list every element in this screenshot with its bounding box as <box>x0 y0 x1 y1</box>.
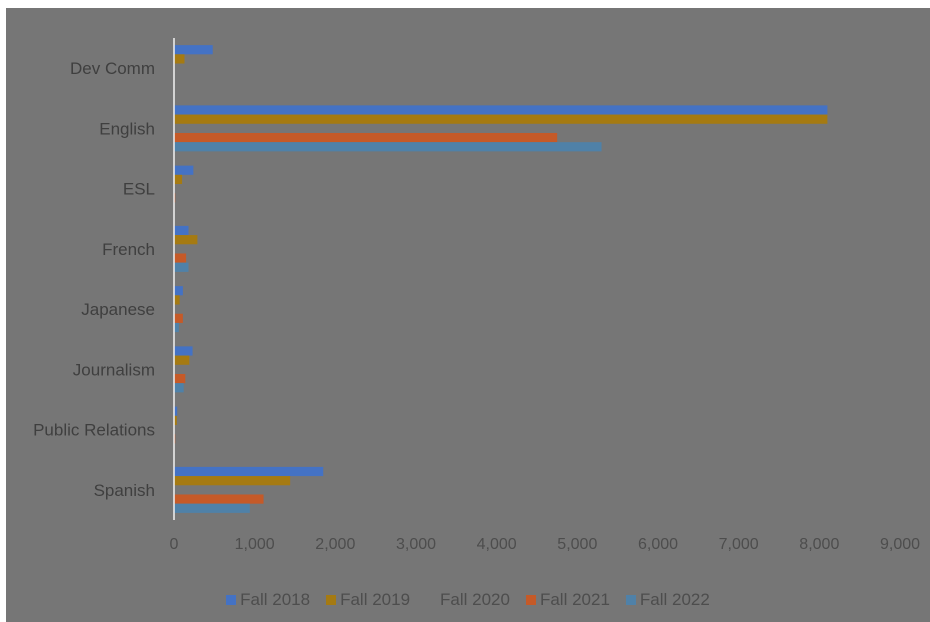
category-label: Japanese <box>81 300 155 319</box>
bar-journalism-fall-2018 <box>174 346 193 356</box>
x-tick-label: 2,000 <box>315 536 355 553</box>
legend-swatch <box>326 595 337 605</box>
category-label: English <box>99 119 155 138</box>
legend-swatch <box>525 595 536 605</box>
bar-japanese-fall-2022 <box>174 322 179 333</box>
bar-french-fall-2019 <box>174 235 198 245</box>
chart-area: Dev Comm English ESL French Japanese Journali… <box>6 8 930 622</box>
category-label: Spanish <box>94 481 155 500</box>
bar-french-fall-2022 <box>174 262 189 272</box>
legend-label: Fall 2022 <box>639 590 710 609</box>
bar-french-fall-2018 <box>174 225 189 236</box>
category-label: ESL <box>123 180 155 199</box>
legend-item: Fall 2019 <box>326 590 410 610</box>
x-tick-label: 1,000 <box>235 536 275 553</box>
legend-swatch <box>226 595 237 605</box>
legend-label: Fall 2019 <box>340 590 411 609</box>
bar-esl-fall-2018 <box>174 165 194 175</box>
bar-public-relations-fall-2019 <box>174 415 177 426</box>
x-tick-label: 7,000 <box>719 536 759 553</box>
bar-journalism-fall-2022 <box>174 383 184 393</box>
bar-japanese-fall-2019 <box>174 295 180 305</box>
legend-item: Fall 2018 <box>226 590 310 610</box>
bar-english-fall-2019 <box>174 114 828 124</box>
bar-public-relations-fall-2018 <box>174 406 178 416</box>
legend-label: Fall 2021 <box>539 590 610 609</box>
category-label: French <box>102 240 155 259</box>
legend-item: Fall 2020 <box>426 590 510 610</box>
category-label: Dev Comm <box>70 59 155 78</box>
x-tick-label: 3,000 <box>396 536 436 553</box>
category-label: Public Relations <box>33 421 155 440</box>
x-tick-label: 0 <box>170 536 179 553</box>
legend-item: Fall 2021 <box>525 590 610 610</box>
x-tick-label: 6,000 <box>638 536 678 553</box>
chart-legend: Fall 2018 Fall 2019 Fall 2020 Fall 2021 Fall… <box>6 588 930 612</box>
category-label: Journalism <box>73 360 155 379</box>
bar-dev-comm-fall-2018 <box>174 45 213 55</box>
bar-dev-comm-fall-2019 <box>174 54 185 64</box>
legend-item: Fall 2022 <box>625 590 710 610</box>
bar-spanish-fall-2022 <box>174 503 250 513</box>
bar-journalism-fall-2021 <box>174 373 186 384</box>
bar-spanish-fall-2019 <box>174 476 291 486</box>
bar-japanese-fall-2021 <box>174 313 183 323</box>
bar-spanish-fall-2018 <box>174 466 324 477</box>
x-tick-label: 5,000 <box>557 536 597 553</box>
bar-japanese-fall-2018 <box>174 286 183 296</box>
bar-journalism-fall-2019 <box>174 355 190 365</box>
bar-spanish-fall-2021 <box>174 494 264 504</box>
legend-label: Fall 2018 <box>240 590 311 609</box>
bar-english-fall-2021 <box>174 132 558 143</box>
legend-label: Fall 2020 <box>440 590 510 609</box>
legend-swatch <box>625 595 636 605</box>
x-tick-label: 8,000 <box>799 536 839 553</box>
bar-english-fall-2018 <box>174 105 828 115</box>
bar-french-fall-2021 <box>174 253 187 263</box>
bar-esl-fall-2019 <box>174 174 183 185</box>
bar-english-fall-2022 <box>174 142 602 152</box>
legend-swatch <box>426 595 437 605</box>
x-tick-label: 4,000 <box>477 536 517 553</box>
bar-chart: Dev Comm English ESL French Japanese Journali… <box>33 38 920 553</box>
x-tick-label: 9,000 <box>880 536 920 553</box>
